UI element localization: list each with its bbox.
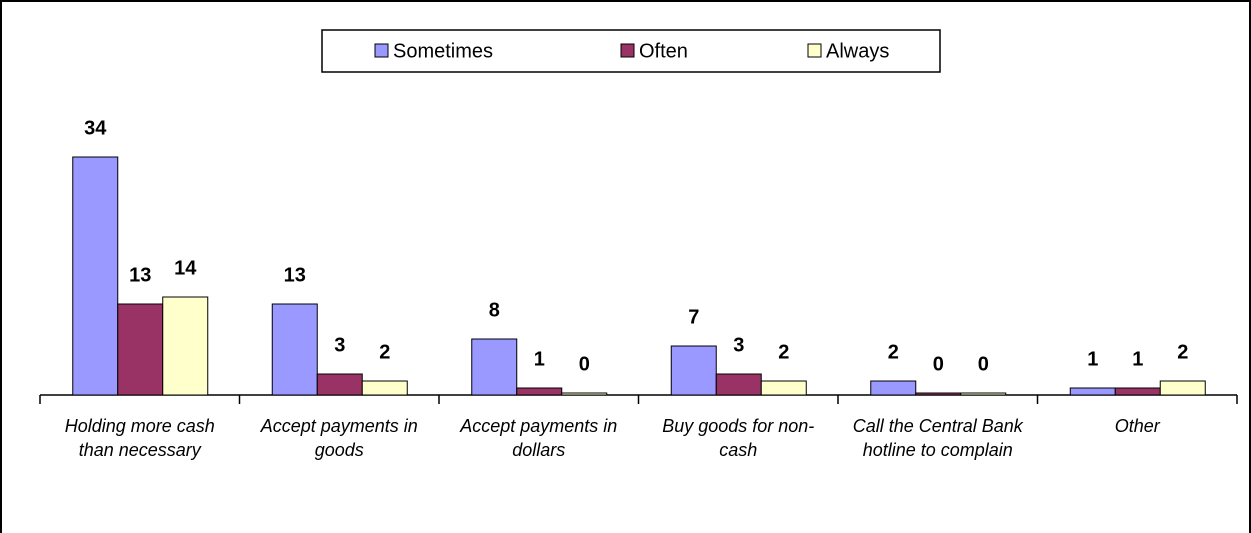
bar bbox=[1114, 387, 1161, 396]
x-tick-label: Accept payments in goods bbox=[260, 416, 418, 460]
value-label: 34 bbox=[84, 117, 107, 139]
bar bbox=[471, 338, 518, 396]
legend-label: Always bbox=[826, 40, 889, 62]
value-label: 14 bbox=[174, 257, 197, 279]
value-label: 7 bbox=[688, 306, 699, 328]
bar bbox=[670, 345, 717, 396]
legend-swatch bbox=[807, 43, 822, 58]
bar bbox=[72, 156, 119, 396]
bar bbox=[1159, 380, 1206, 396]
bar bbox=[162, 296, 209, 396]
legend-swatch bbox=[374, 43, 389, 58]
x-tick-label: Buy goods for non-cash bbox=[662, 416, 815, 460]
value-label: 13 bbox=[129, 264, 151, 286]
value-label: 2 bbox=[888, 341, 899, 363]
legend-label: Often bbox=[639, 40, 688, 62]
value-label: 8 bbox=[489, 299, 500, 321]
value-label: 1 bbox=[534, 348, 545, 370]
value-label: 0 bbox=[579, 353, 590, 375]
bar bbox=[361, 380, 408, 396]
value-label: 0 bbox=[933, 353, 944, 375]
legend-swatch bbox=[620, 43, 635, 58]
bar bbox=[1069, 387, 1116, 396]
bar bbox=[870, 380, 917, 396]
bar bbox=[316, 373, 363, 396]
legend-label: Sometimes bbox=[393, 40, 493, 62]
value-label: 3 bbox=[334, 334, 345, 356]
value-label: 2 bbox=[379, 341, 390, 363]
x-tick-label: Call the Central Bank hotline to complai… bbox=[852, 416, 1023, 460]
bar bbox=[960, 392, 1007, 396]
value-label: 1 bbox=[1087, 348, 1098, 370]
bar bbox=[760, 380, 807, 396]
value-label: 1 bbox=[1132, 348, 1143, 370]
bar bbox=[715, 373, 762, 396]
value-label: 2 bbox=[1177, 341, 1188, 363]
bar bbox=[117, 303, 164, 396]
value-label: 3 bbox=[733, 334, 744, 356]
x-tick-label: Other bbox=[1114, 416, 1160, 436]
x-tick-label: Accept payments in dollars bbox=[460, 416, 618, 460]
value-label: 0 bbox=[978, 353, 989, 375]
bar bbox=[516, 387, 563, 396]
bar bbox=[561, 392, 608, 396]
value-label: 2 bbox=[778, 341, 789, 363]
bar bbox=[271, 303, 318, 396]
bar bbox=[915, 392, 962, 396]
value-label: 13 bbox=[284, 264, 306, 286]
x-tick-label: Holding more cash than necessary bbox=[64, 416, 215, 460]
